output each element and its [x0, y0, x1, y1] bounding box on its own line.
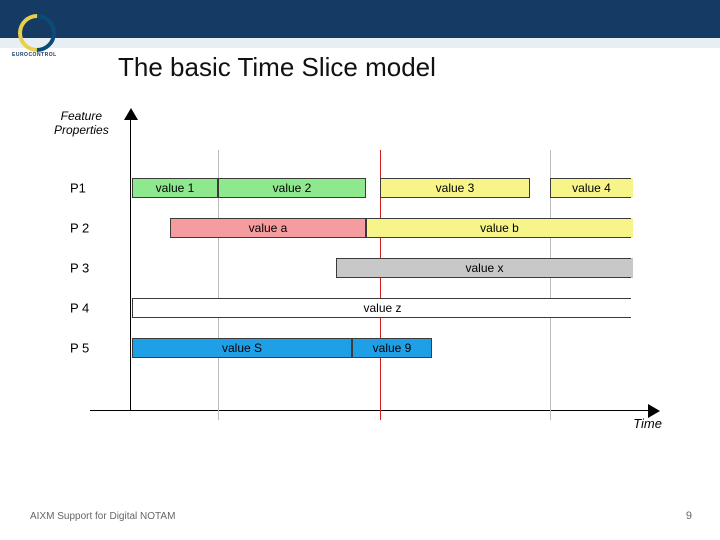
- row-label: P1: [70, 181, 86, 196]
- value-bar: value x: [336, 258, 632, 278]
- eurocontrol-logo: EUROCONTROL: [12, 18, 82, 58]
- page-number: 9: [686, 510, 692, 522]
- value-bar: value 3: [380, 178, 530, 198]
- value-bar: value S: [132, 338, 352, 358]
- row-label: P 2: [70, 221, 89, 236]
- logo-text: EUROCONTROL: [12, 52, 57, 58]
- y-axis-label: FeatureProperties: [54, 110, 109, 138]
- header-banner-shadow: [0, 38, 720, 48]
- value-bar: value z: [132, 298, 632, 318]
- row-label: P 3: [70, 261, 89, 276]
- value-bar: value a: [170, 218, 366, 238]
- value-bar: value 9: [352, 338, 432, 358]
- value-bar: value 4: [550, 178, 632, 198]
- y-axis-arrow-icon: [124, 108, 138, 120]
- row-label: P 4: [70, 301, 89, 316]
- x-axis: [90, 410, 650, 411]
- y-axis: [130, 110, 131, 410]
- value-bar: value 1: [132, 178, 218, 198]
- slide: EUROCONTROL The basic Time Slice model F…: [0, 0, 720, 540]
- row-label: P 5: [70, 341, 89, 356]
- value-bar: value 2: [218, 178, 366, 198]
- footer-text: AIXM Support for Digital NOTAM: [30, 511, 175, 522]
- x-axis-label: Time: [633, 416, 662, 431]
- value-bar: value b: [366, 218, 632, 238]
- page-title: The basic Time Slice model: [118, 52, 436, 83]
- timeslice-chart: FeatureProperties Time P1P 2P 3P 4P 5val…: [60, 110, 660, 440]
- header-banner: [0, 0, 720, 38]
